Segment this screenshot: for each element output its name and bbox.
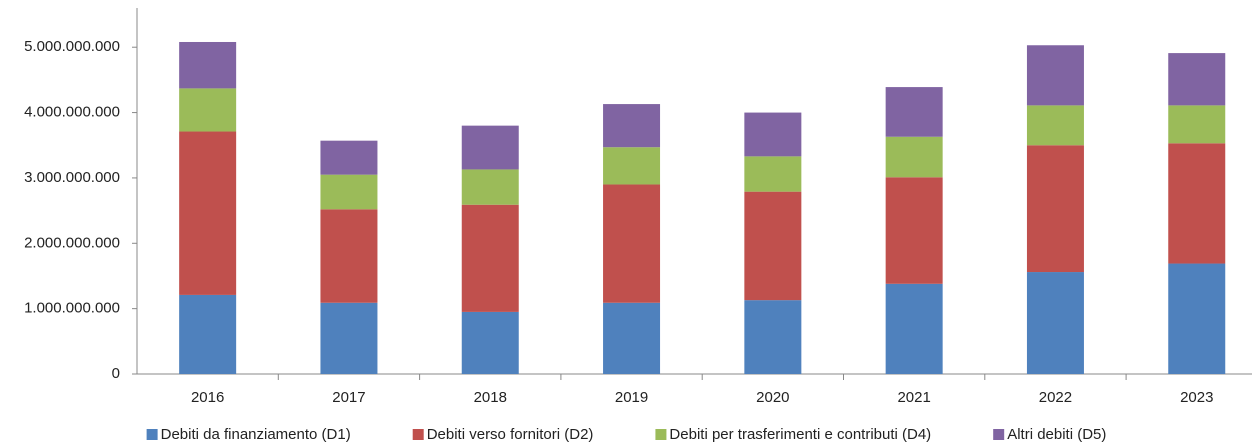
x-tick-label: 2023: [1180, 389, 1213, 406]
bar-segment: [744, 191, 802, 301]
bar-segment: [320, 209, 378, 303]
bar-segment: [1026, 145, 1084, 273]
y-tick-label: 2.000.000.000: [24, 234, 120, 251]
legend-swatch: [412, 429, 424, 440]
bar-segment: [1168, 143, 1226, 264]
x-tick-label: 2022: [1039, 389, 1072, 406]
bar-segment: [461, 169, 519, 205]
bar-segment: [320, 174, 378, 210]
y-tick-label: 0: [112, 365, 120, 382]
x-tick-label: 2016: [191, 389, 224, 406]
legend-swatch: [146, 429, 158, 440]
legend-swatch: [655, 429, 667, 440]
x-tick-label: 2020: [756, 389, 789, 406]
bar-segment: [320, 140, 378, 175]
bar-segment: [885, 177, 943, 284]
legend-label: Debiti da finanziamento (D1): [161, 426, 351, 443]
y-tick-label: 5.000.000.000: [24, 38, 120, 55]
bar-segment: [1168, 263, 1226, 374]
bar-segment: [461, 311, 519, 374]
x-tick-label: 2017: [332, 389, 365, 406]
bar-segment: [885, 136, 943, 178]
bar-segment: [461, 125, 519, 170]
bar-segment: [179, 41, 237, 89]
bar-segment: [744, 300, 802, 374]
legend-label: Debiti verso fornitori (D2): [427, 426, 594, 443]
y-tick-label: 3.000.000.000: [24, 169, 120, 186]
bar-segment: [603, 302, 661, 374]
bar-segment: [603, 184, 661, 303]
bar-segment: [461, 204, 519, 312]
bar-segment: [603, 147, 661, 185]
bar-segment: [1026, 105, 1084, 146]
bar-segment: [885, 283, 943, 374]
legend-swatch: [993, 429, 1005, 440]
legend-label: Debiti per trasferimenti e contributi (D…: [669, 426, 931, 443]
y-tick-label: 1.000.000.000: [24, 300, 120, 317]
bar-segment: [179, 131, 237, 295]
bar-segment: [320, 302, 378, 374]
bar-segment: [1168, 105, 1226, 144]
bar-segment: [744, 156, 802, 192]
bar-segment: [1026, 45, 1084, 106]
legend-label: Altri debiti (D5): [1007, 426, 1106, 443]
bar-segment: [885, 87, 943, 137]
bar-segment: [744, 112, 802, 157]
bar-segment: [1168, 53, 1226, 106]
x-tick-label: 2019: [615, 389, 648, 406]
bar-segment: [179, 294, 237, 374]
y-tick-label: 4.000.000.000: [24, 104, 120, 121]
bar-segment: [603, 104, 661, 148]
x-tick-label: 2018: [474, 389, 507, 406]
bar-segment: [1026, 272, 1084, 374]
bar-segment: [179, 88, 237, 132]
x-tick-label: 2021: [897, 389, 930, 406]
